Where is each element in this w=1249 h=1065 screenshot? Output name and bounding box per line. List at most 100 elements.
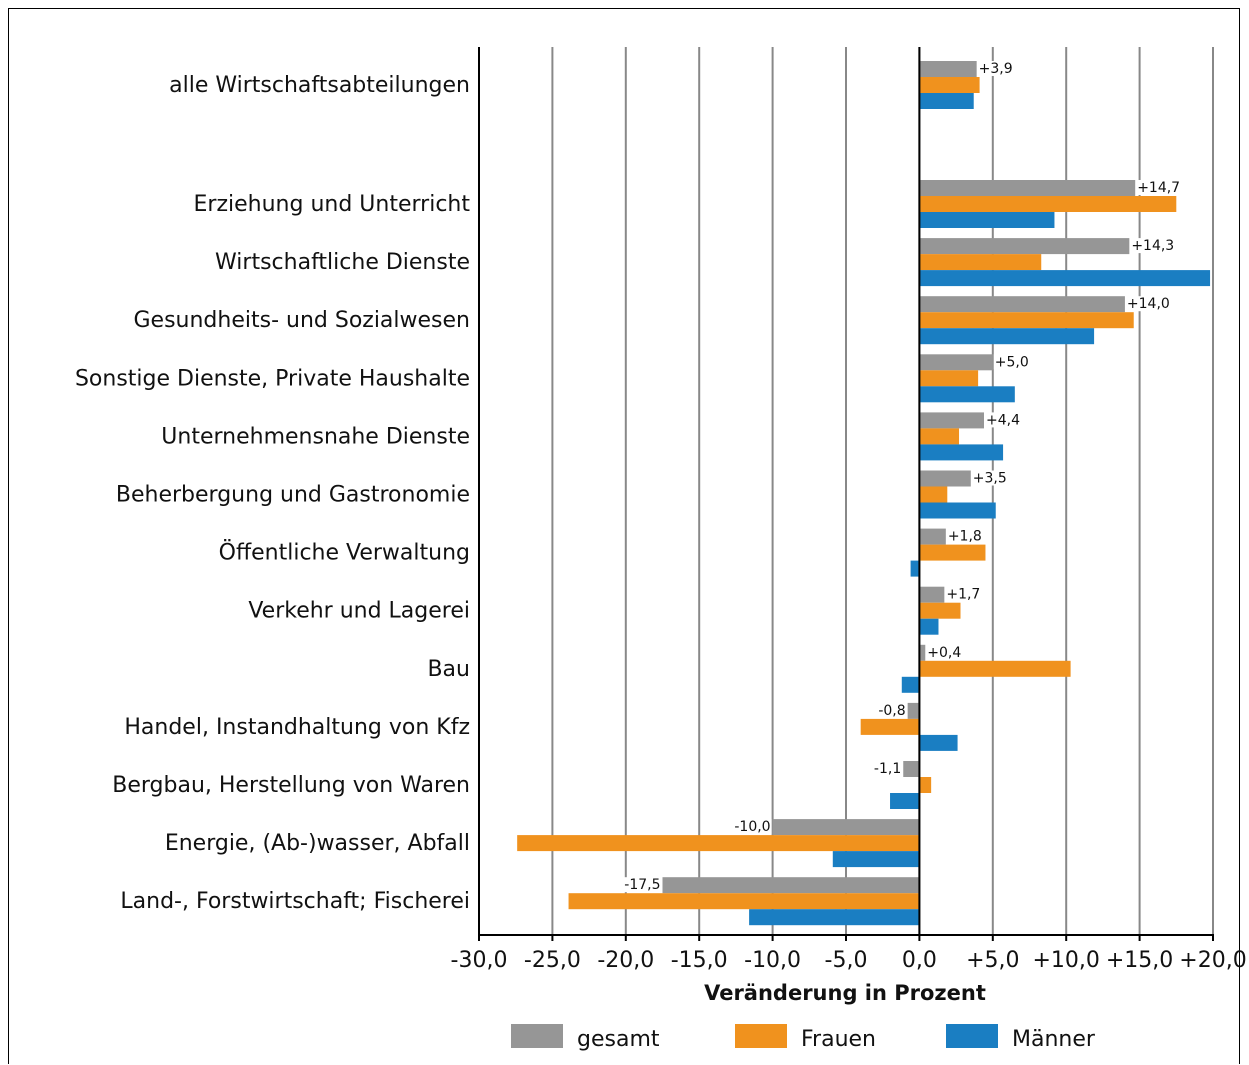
value-label-bg [1125,296,1173,312]
category-label: Erziehung und Unterricht [194,192,471,217]
value-label-bg [971,470,1011,486]
x-tick-label: +20,0 [1179,948,1246,973]
bar-frauen [517,835,920,852]
x-axis-title: Veränderung in Prozent [704,981,986,1005]
legend-swatch-männer [946,1024,998,1048]
value-label: +3,5 [973,471,1007,487]
category-label: Wirtschaftliche Dienste [215,250,470,275]
value-label: +14,7 [1137,180,1180,196]
value-label-bg [1136,180,1184,195]
x-tick-label: -10,0 [744,948,801,973]
bar-männer [919,386,1015,403]
x-tick-label: -5,0 [825,948,868,973]
category-label: Beherbergung und Gastronomie [116,483,470,508]
x-tick-label: -25,0 [524,948,581,973]
value-label-bg [863,761,903,776]
value-label: -17,5 [624,877,660,893]
bar-frauen [919,254,1042,271]
legend: gesamt Frauen Männer [511,1024,1096,1052]
bar-männer [919,270,1211,287]
legend-swatch-frauen [735,1024,787,1048]
bar-frauen [919,370,979,387]
bar-männer [919,618,939,635]
value-label-bg [977,61,1017,76]
bar-frauen [919,660,1071,677]
bar-frauen [919,777,932,793]
bar-männer [919,444,1004,461]
x-tick-label: -30,0 [451,948,508,973]
bar-frauen [568,893,920,910]
category-label: Land-, Forstwirtschaft; Fischerei [120,889,470,914]
bar-männer [919,328,1095,345]
bar-gesamt [919,644,926,661]
value-labels: +3,9 +14,7 +14,3 +14,0 +5,0 +4,4 +3,5 +1,8 +1,7 +… [614,61,1184,893]
x-tick-label: +10,0 [1032,948,1099,973]
category-label: Verkehr und Lagerei [248,599,470,624]
category-label: Öffentliche Verwaltung [219,540,470,566]
x-tick-label: -15,0 [671,948,728,973]
value-label-bg [614,877,662,893]
bar-männer [919,734,958,751]
legend-label: gesamt [577,1027,660,1052]
value-label: -0,8 [878,703,905,719]
chart-frame [8,8,1240,1064]
category-label: Energie, (Ab-)wasser, Abfall [165,831,470,856]
category-label: alle Wirtschaftsabteilungen [169,73,470,98]
bar-frauen [919,312,1134,329]
bar-frauen [919,486,948,503]
value-label: -1,1 [874,761,901,777]
bar-männer [919,93,974,109]
value-label-bg [945,586,984,602]
bar-frauen [919,544,986,561]
bar-gesamt [919,354,993,371]
bar-gesamt [772,819,920,836]
value-label: +14,3 [1131,238,1174,254]
value-label: +1,7 [946,587,980,603]
value-label-bg [724,819,772,835]
bar-gesamt [903,761,920,777]
value-label: +3,9 [979,61,1013,77]
value-label-bg [946,528,986,544]
bar-gesamt [919,586,945,603]
value-label: +0,4 [927,645,961,661]
bar-gesamt [907,702,920,719]
category-label: Gesundheits- und Sozialwesen [134,308,471,333]
bar-männer [910,560,920,577]
value-label: +14,0 [1127,296,1170,312]
legend-swatch-gesamt [511,1024,563,1048]
category-label: Unternehmensnahe Dienste [161,424,470,449]
bar-gesamt [919,238,1130,255]
value-label: +1,8 [948,529,982,545]
bar-männer [832,851,920,868]
axes [478,47,1214,941]
bar-gesamt [919,412,984,429]
bar-gesamt [919,296,1125,313]
bar-männer [890,793,920,809]
bar-männer [901,676,920,693]
bars [517,61,1211,926]
bar-frauen [919,77,980,93]
bar-männer [749,909,920,926]
value-label: -10,0 [734,819,770,835]
bar-gesamt [919,528,946,545]
bar-männer [919,502,996,519]
category-label: Sonstige Dienste, Private Haushalte [75,366,470,391]
x-tick-label: 0,0 [902,948,937,973]
x-tick-labels: -30,0 -25,0 -20,0 -15,0 -10,0 -5,0 0,0 +5,0 +10,… [451,948,1247,973]
legend-label: Frauen [801,1027,876,1052]
category-label: Bergbau, Herstellung von Waren [112,773,470,798]
bar-frauen [919,196,1177,212]
bar-männer [919,212,1055,228]
bar-gesamt [919,61,977,77]
bar-frauen [919,428,960,445]
value-label: +4,4 [986,412,1020,428]
x-tick-label: +5,0 [966,948,1019,973]
bar-gesamt [919,180,1136,196]
x-tick-label: +15,0 [1106,948,1173,973]
value-label-bg [868,702,907,718]
bar-frauen [919,602,961,619]
category-label: Handel, Instandhaltung von Kfz [124,715,470,740]
legend-label: Männer [1012,1027,1096,1052]
category-labels: alle Wirtschaftsabteilungen Erziehung und… [75,73,470,914]
value-label-bg [993,354,1033,370]
